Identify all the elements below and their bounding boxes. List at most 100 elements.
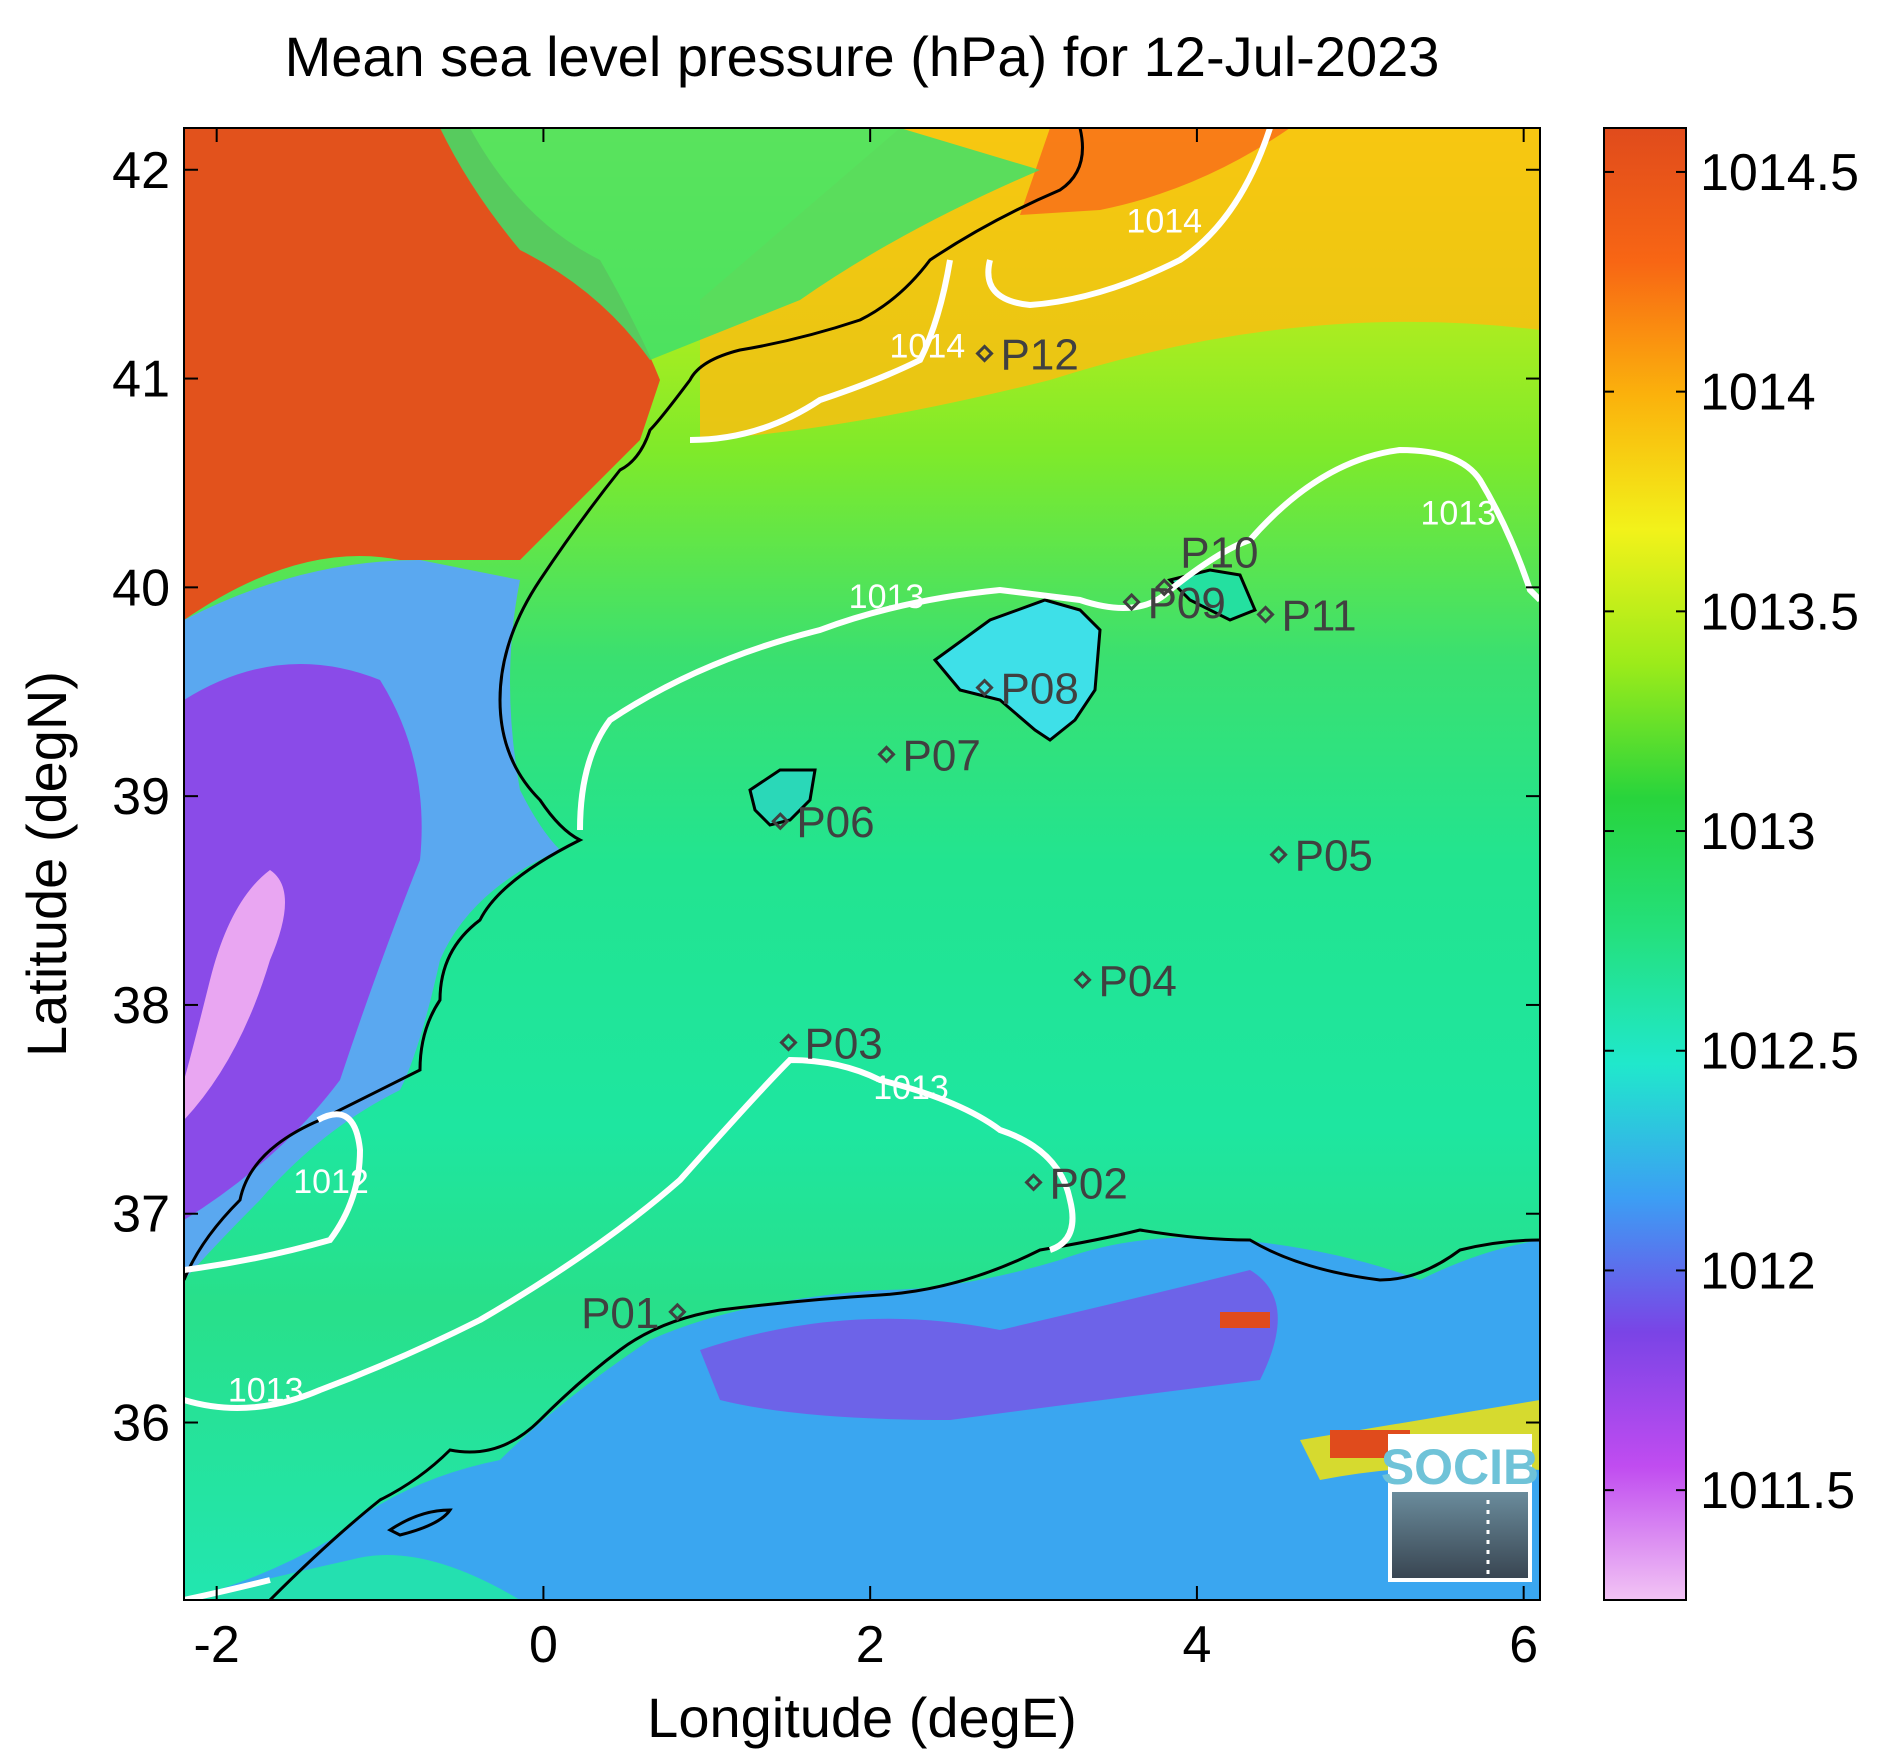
x-tick-label: 0 [529, 1616, 558, 1674]
point-label: P02 [1050, 1159, 1128, 1208]
point-marker-icon [771, 812, 790, 831]
alboran-island [387, 1508, 453, 1537]
colorbar-tick-label: 1012.5 [1700, 1023, 1859, 1081]
point-label: P03 [804, 1020, 882, 1069]
x-tick-label: 4 [1182, 1616, 1211, 1674]
point-label: P10 [1180, 528, 1258, 577]
contour-label: 1014 [1126, 202, 1202, 240]
colorbar-tick-label: 1014.5 [1700, 144, 1859, 202]
point-marker-icon [1073, 970, 1092, 990]
isobar-1013-north [577, 446, 1540, 831]
mallorca-island [935, 600, 1100, 740]
y-tick-label: 42 [112, 142, 170, 200]
point-marker-icon [1256, 605, 1275, 624]
observation-point: P09 [1122, 579, 1226, 628]
y-axis-label: Latitude (degN) [15, 671, 78, 1057]
iberia-pink-zone [184, 870, 285, 1120]
isobar-1012 [184, 1111, 364, 1273]
colorbar-tick-label: 1013.5 [1700, 583, 1859, 641]
colorbar-tick-label: 1012 [1700, 1242, 1816, 1300]
contour-label: 1012 [293, 1163, 369, 1201]
point-label: P06 [796, 798, 874, 847]
colorbar-tick-label: 1014 [1700, 364, 1816, 422]
x-axis-ticks: -2 0 2 4 6 [194, 128, 1538, 1674]
observation-point: P07 [877, 731, 981, 780]
point-marker-icon [1024, 1173, 1043, 1192]
point-marker-icon [1122, 592, 1141, 612]
observation-point: P01 [581, 1289, 687, 1338]
point-label: P08 [1001, 665, 1079, 714]
pressure-field [184, 128, 1540, 1600]
observation-point: P12 [975, 330, 1079, 379]
isobar-1013-sw [184, 1577, 271, 1600]
iberia-coastline [184, 128, 1084, 1281]
observation-point: P02 [1024, 1159, 1128, 1208]
x-tick-label: -2 [194, 1616, 240, 1674]
contour-label: 1013 [873, 1069, 949, 1107]
y-tick-label: 39 [112, 768, 170, 826]
observation-point: P03 [779, 1020, 883, 1069]
iberia-ridges [440, 128, 1040, 360]
point-marker-icon [975, 344, 994, 363]
africa-red-patch [1220, 1312, 1270, 1328]
point-label: P05 [1295, 832, 1373, 881]
contour-label: 1013 [849, 578, 925, 616]
point-marker-icon [975, 678, 994, 697]
isobar-1014-east [985, 128, 1273, 309]
point-marker-icon [668, 1302, 687, 1321]
menorca-coastline [1167, 568, 1257, 622]
africa-coastline [268, 1228, 1540, 1600]
socib-logo: SOCIB [1381, 1434, 1539, 1582]
ibiza-coastline [748, 768, 817, 827]
plot-frame [183, 127, 1541, 1601]
iberia-purple-zone [184, 664, 422, 1220]
observation-point: P05 [1269, 832, 1373, 881]
point-label: P07 [903, 731, 981, 780]
high-pressure-core [1020, 128, 1290, 215]
point-label: P11 [1282, 591, 1357, 640]
contour-label: 1013 [1420, 495, 1496, 533]
observation-point: P11 [1256, 591, 1357, 640]
observation-point: P06 [771, 798, 875, 847]
point-marker-icon [877, 745, 896, 764]
isobar-1013-south [184, 1056, 1076, 1411]
menorca-island [1170, 570, 1255, 620]
africa-cyan-zone [184, 1555, 520, 1600]
logo-text: SOCIB [1381, 1439, 1539, 1495]
observation-point: P10 [1155, 528, 1259, 597]
point-label: P09 [1148, 579, 1226, 628]
y-tick-label: 40 [112, 559, 170, 617]
y-axis-ticks: 36 37 38 39 40 41 42 [112, 142, 1540, 1453]
x-axis-label: Longitude (degE) [647, 1686, 1077, 1749]
observation-point: P04 [1073, 957, 1177, 1006]
point-marker-icon [1269, 845, 1288, 864]
point-label: P01 [581, 1289, 659, 1338]
contour-labels: 1014 1014 1013 1013 1013 1013 1012 [228, 202, 1496, 1409]
y-tick-label: 41 [112, 351, 170, 409]
point-label: P12 [1001, 330, 1079, 379]
mallorca-coastline [932, 598, 1102, 742]
africa-purple-zone [700, 1270, 1278, 1420]
colorbar-tick-label: 1013 [1700, 803, 1816, 861]
colorbar-tick-label: 1011.5 [1700, 1462, 1855, 1520]
x-tick-label: 2 [856, 1616, 885, 1674]
isobars [184, 128, 1540, 1600]
colorbar-ticks: 1011.5 1012 1012.5 1013 1013.5 1014 1014.5 [1604, 144, 1859, 1520]
point-marker-icon [779, 1033, 798, 1052]
point-label: P04 [1099, 957, 1177, 1006]
colorbar [1603, 127, 1687, 1601]
contour-label: 1014 [890, 328, 966, 366]
coastlines [184, 128, 1540, 1600]
x-tick-label: 6 [1509, 1616, 1538, 1674]
contour-label: 1013 [228, 1372, 304, 1410]
y-tick-label: 37 [112, 1186, 170, 1244]
observation-point: P08 [975, 665, 1079, 714]
y-tick-label: 36 [112, 1395, 170, 1453]
y-tick-label: 38 [112, 977, 170, 1035]
logo-header [1392, 1438, 1528, 1492]
isobar-1014-coast [689, 259, 953, 443]
figure-title: Mean sea level pressure (hPa) for 12-Jul… [285, 25, 1440, 88]
point-marker-icon [1155, 578, 1174, 597]
